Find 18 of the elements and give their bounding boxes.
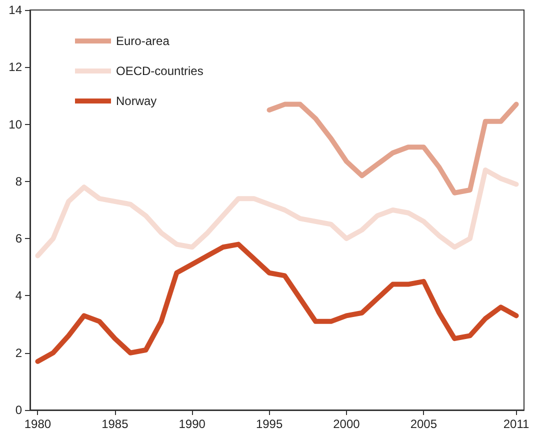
legend-label: Norway: [116, 94, 157, 108]
x-tick-label: 1980: [24, 417, 52, 431]
x-tick-label: 2011: [503, 417, 530, 431]
y-tick-label: 10: [8, 117, 22, 132]
x-tick-label: 1985: [102, 417, 129, 431]
y-tick-label: 14: [8, 3, 22, 17]
x-tick-label: 1995: [256, 417, 283, 431]
y-tick-label: 0: [15, 403, 22, 417]
x-tick-label: 1990: [178, 417, 206, 431]
legend-label: OECD-countries: [116, 64, 204, 78]
y-tick-label: 8: [15, 174, 22, 188]
y-tick-label: 4: [15, 288, 22, 303]
y-tick-label: 6: [15, 232, 22, 246]
x-tick-label: 2005: [410, 417, 438, 431]
y-tick-label: 2: [15, 346, 22, 360]
legend-label: Euro-area: [116, 34, 170, 48]
y-tick-label: 12: [8, 60, 22, 74]
x-tick-label: 2000: [333, 417, 360, 431]
